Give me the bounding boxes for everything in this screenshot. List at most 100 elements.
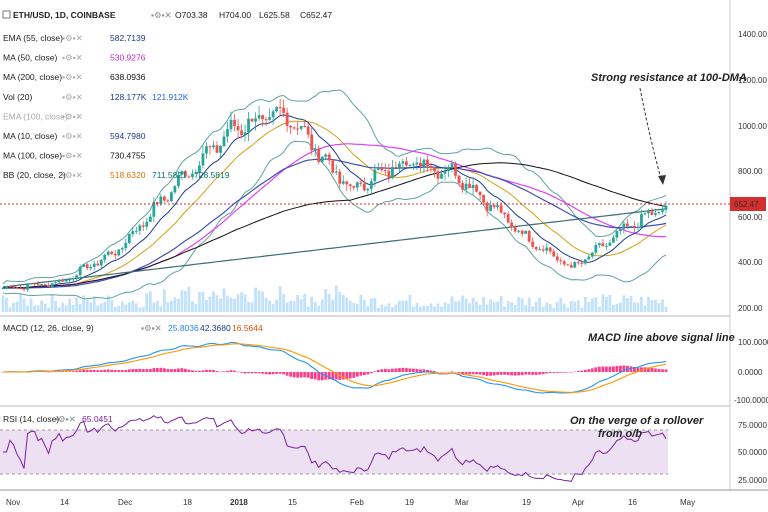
ohlc-low: L625.58 [259,10,290,20]
rsi-controls-icon[interactable]: ▪⚙▪✕ [55,414,76,424]
volume-bar [408,294,412,312]
time-tick: 19 [405,498,414,507]
volume-bar [506,301,510,312]
volume-bar [583,296,587,312]
macd-histogram-bar [229,370,233,372]
candle-body [275,107,279,112]
volume-bar [282,293,286,312]
candle-body [131,231,135,235]
macd-histogram-bar [590,368,594,372]
volume-bar [50,294,54,312]
volume-bar [429,303,433,312]
volume-bar [191,301,194,312]
macd-histogram-bar [47,371,51,373]
volume-bar [569,301,573,312]
volume-bar [299,299,303,312]
indicator-controls-icon[interactable]: ▪⚙▪✕ [62,72,83,82]
volume-bar [485,304,489,312]
resistance-annotation: Strong resistance at 100-DMA [591,72,747,84]
macd-controls-icon[interactable]: ▪⚙▪✕ [141,323,162,333]
volume-bar [152,302,156,312]
candle-body [412,164,415,166]
macd-histogram-bar [236,371,240,373]
volume-bar [134,303,138,312]
volume-bar [499,295,503,312]
candle-body [643,213,647,215]
macd-histogram-bar [650,367,654,372]
volume-bar [492,301,496,312]
volume-bar [289,300,293,312]
header-controls-icon[interactable]: ▪⚙▪✕ [151,10,172,20]
indicator-controls-icon[interactable]: ▪⚙▪✕ [62,151,83,161]
candle-body [520,230,524,234]
volume-bar [611,304,615,312]
macd-histogram-bar [261,372,264,374]
candle-body [187,176,191,178]
volume-bar [271,304,275,312]
price-axis: 1400.00 1200.00 1000.00 800.00 600.00 40… [738,30,767,313]
volume-bar [243,294,247,312]
indicator-controls-icon[interactable]: ▪⚙▪✕ [62,170,83,180]
macd-histogram-bar [233,370,236,372]
arrow-head-icon [658,175,666,185]
macd-tick: -100.0000 [734,396,768,405]
candle-body [419,162,422,167]
candle-body [499,205,503,213]
candle-body [222,136,226,146]
volume-bar [647,296,650,312]
candle-body [89,266,93,269]
volume-bar [141,307,145,312]
macd-histogram-bar [566,372,570,373]
candle-body [380,168,384,171]
indicator-controls-icon[interactable]: ▪⚙▪✕ [62,131,83,141]
candle-body [226,129,229,137]
time-tick: 2018 [230,498,248,507]
indicator-controls-icon[interactable]: ▪⚙▪✕ [62,53,83,63]
indicator-controls-icon[interactable]: ▪⚙▪✕ [62,111,83,121]
candle-body [510,222,514,228]
volume-bar [226,296,229,312]
volume-bar [92,296,96,312]
volume-bar [464,298,468,312]
macd-value-2: 42.3680 [200,323,231,333]
volume-bar [587,301,591,312]
volume-bar [275,299,279,312]
volume-bar [159,306,163,312]
volume-bar [278,286,282,312]
candle-body [359,182,363,184]
volume-bar [566,307,570,312]
candle-body [191,173,194,178]
macd-histogram-bar [538,372,542,375]
candle-body [236,126,240,131]
volume-bar [33,305,36,312]
candle-body [184,171,187,177]
candle-body [569,265,573,268]
candle-body [401,161,405,164]
volume-bar [538,297,542,312]
indicator-controls-icon[interactable]: ▪⚙▪✕ [62,33,83,43]
collapse-icon[interactable] [2,10,11,19]
candle-body [82,264,86,267]
candle-body [390,166,394,178]
macd-histogram-bar [499,372,503,375]
macd-histogram-bar [369,372,373,374]
candle-body [110,251,114,254]
candle-body [36,283,40,285]
rsi-annotation-line2: from o/b [598,428,642,440]
volume-bar [640,296,643,312]
macd-histogram-bar [243,372,247,374]
candle-body [429,165,433,169]
volume-bar [559,297,563,312]
volume-bar [320,299,324,312]
macd-histogram-bar [541,372,545,375]
volume-bar [548,304,552,312]
volume-bar [541,307,545,312]
macd-histogram-bar [106,369,110,372]
candle-body [127,234,131,243]
volume-bar [433,306,436,312]
indicator-controls-icon[interactable]: ▪⚙▪✕ [62,92,83,102]
macd-histogram-bar [352,372,356,378]
volume-bar [99,303,103,312]
